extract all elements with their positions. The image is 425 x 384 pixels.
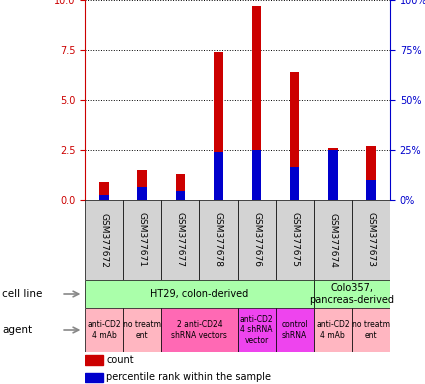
Text: 2 anti-CD24
shRNA vectors: 2 anti-CD24 shRNA vectors — [171, 320, 227, 340]
FancyBboxPatch shape — [85, 308, 123, 352]
Bar — [252, 150, 261, 200]
Bar — [99, 182, 109, 200]
FancyBboxPatch shape — [314, 280, 390, 308]
FancyBboxPatch shape — [352, 308, 390, 352]
Text: GSM377674: GSM377674 — [329, 213, 337, 267]
Text: GSM377673: GSM377673 — [366, 212, 375, 268]
Text: count: count — [106, 355, 134, 365]
Text: no treatm
ent: no treatm ent — [123, 320, 161, 340]
Text: control
shRNA: control shRNA — [281, 320, 308, 340]
Bar — [366, 180, 376, 200]
Bar — [290, 72, 300, 200]
FancyBboxPatch shape — [276, 308, 314, 352]
Text: anti-CD2
4 mAb: anti-CD2 4 mAb — [87, 320, 121, 340]
FancyBboxPatch shape — [85, 200, 123, 280]
Bar — [176, 174, 185, 200]
Text: GSM377675: GSM377675 — [290, 212, 299, 268]
Bar — [252, 6, 261, 200]
Bar — [214, 152, 223, 200]
Bar — [214, 52, 223, 200]
FancyBboxPatch shape — [161, 200, 199, 280]
Text: GSM377677: GSM377677 — [176, 212, 185, 268]
Text: GSM377678: GSM377678 — [214, 212, 223, 268]
FancyBboxPatch shape — [199, 200, 238, 280]
Text: agent: agent — [2, 325, 32, 335]
FancyBboxPatch shape — [314, 200, 352, 280]
Bar — [137, 170, 147, 200]
Bar — [137, 187, 147, 200]
Text: percentile rank within the sample: percentile rank within the sample — [106, 372, 271, 382]
Text: HT29, colon-derived: HT29, colon-derived — [150, 289, 249, 299]
Text: anti-CD2
4 mAb: anti-CD2 4 mAb — [316, 320, 350, 340]
FancyBboxPatch shape — [314, 308, 352, 352]
FancyBboxPatch shape — [238, 308, 276, 352]
Bar — [176, 191, 185, 200]
Text: cell line: cell line — [2, 289, 42, 299]
Bar — [328, 150, 337, 200]
FancyBboxPatch shape — [161, 308, 238, 352]
Bar — [85, 355, 103, 365]
Text: GSM377672: GSM377672 — [99, 213, 108, 267]
Bar — [99, 195, 109, 200]
Text: Colo357,
pancreas-derived: Colo357, pancreas-derived — [309, 283, 394, 305]
Text: GSM377676: GSM377676 — [252, 212, 261, 268]
Text: anti-CD2
4 shRNA
vector: anti-CD2 4 shRNA vector — [240, 315, 273, 345]
Bar — [366, 146, 376, 200]
Bar — [328, 148, 337, 200]
FancyBboxPatch shape — [123, 200, 161, 280]
FancyBboxPatch shape — [352, 200, 390, 280]
Bar — [290, 167, 300, 200]
FancyBboxPatch shape — [276, 200, 314, 280]
FancyBboxPatch shape — [85, 280, 314, 308]
Text: no treatm
ent: no treatm ent — [352, 320, 390, 340]
Bar — [85, 373, 103, 382]
FancyBboxPatch shape — [123, 308, 161, 352]
FancyBboxPatch shape — [238, 200, 276, 280]
Text: GSM377671: GSM377671 — [138, 212, 147, 268]
